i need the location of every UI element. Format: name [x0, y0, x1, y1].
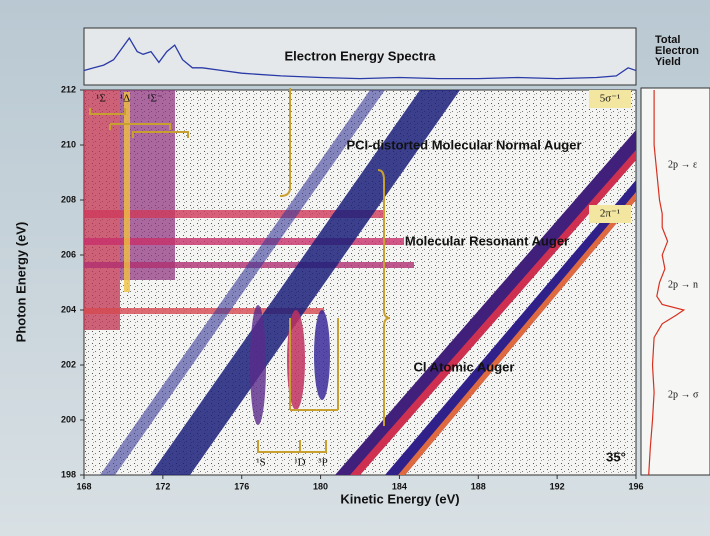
x-tick-label: 168 — [76, 481, 91, 491]
annotation: 5σ⁻¹ — [600, 93, 621, 105]
yield-title: Yield — [655, 56, 681, 68]
map-stripe — [124, 92, 130, 292]
annotation: ¹S — [256, 457, 265, 469]
x-tick-label: 196 — [628, 481, 643, 491]
annotation: 2π⁻¹ — [600, 208, 620, 220]
x-tick-label: 188 — [471, 481, 486, 491]
x-tick-label: 192 — [550, 481, 565, 491]
y-tick-label: 212 — [61, 84, 76, 94]
annotation: PCI-distorted Molecular Normal Auger — [347, 137, 582, 152]
yield-label: 2p → σ — [668, 389, 699, 400]
annotation: Cl Atomic Auger — [414, 359, 515, 374]
x-tick-label: 184 — [392, 481, 407, 491]
y-tick-label: 208 — [61, 194, 76, 204]
yield-label: 2p → n — [668, 279, 698, 290]
annotation: Molecular Resonant Auger — [405, 233, 569, 248]
yield-label: 2p → ε — [668, 159, 697, 170]
annotation: ¹Δ — [120, 93, 130, 105]
annotation: 35° — [606, 449, 626, 464]
top-panel-title: Electron Energy Spectra — [285, 48, 437, 63]
y-tick-label: 204 — [61, 304, 76, 314]
annotation: ¹Σ — [96, 93, 106, 105]
map-region — [250, 305, 266, 425]
annotation: ³P — [318, 457, 327, 469]
y-axis-label: Photon Energy (eV) — [13, 222, 28, 343]
figure: Kinetic Energy (eV) Photon Energy (eV) E… — [0, 0, 710, 536]
annotation: ¹Σ⁻ — [147, 93, 163, 105]
y-tick-label: 202 — [61, 359, 76, 369]
x-tick-label: 180 — [313, 481, 328, 491]
x-tick-label: 172 — [155, 481, 170, 491]
x-axis-label: Kinetic Energy (eV) — [340, 491, 459, 506]
y-tick-label: 210 — [61, 139, 76, 149]
map-region — [314, 310, 330, 400]
y-tick-label: 200 — [61, 414, 76, 424]
annotation: ¹D — [294, 457, 305, 469]
map-stripe — [84, 238, 404, 245]
page: Kinetic Energy (eV) Photon Energy (eV) E… — [0, 0, 710, 536]
x-tick-label: 176 — [234, 481, 249, 491]
y-tick-label: 206 — [61, 249, 76, 259]
y-tick-label: 198 — [61, 469, 76, 479]
